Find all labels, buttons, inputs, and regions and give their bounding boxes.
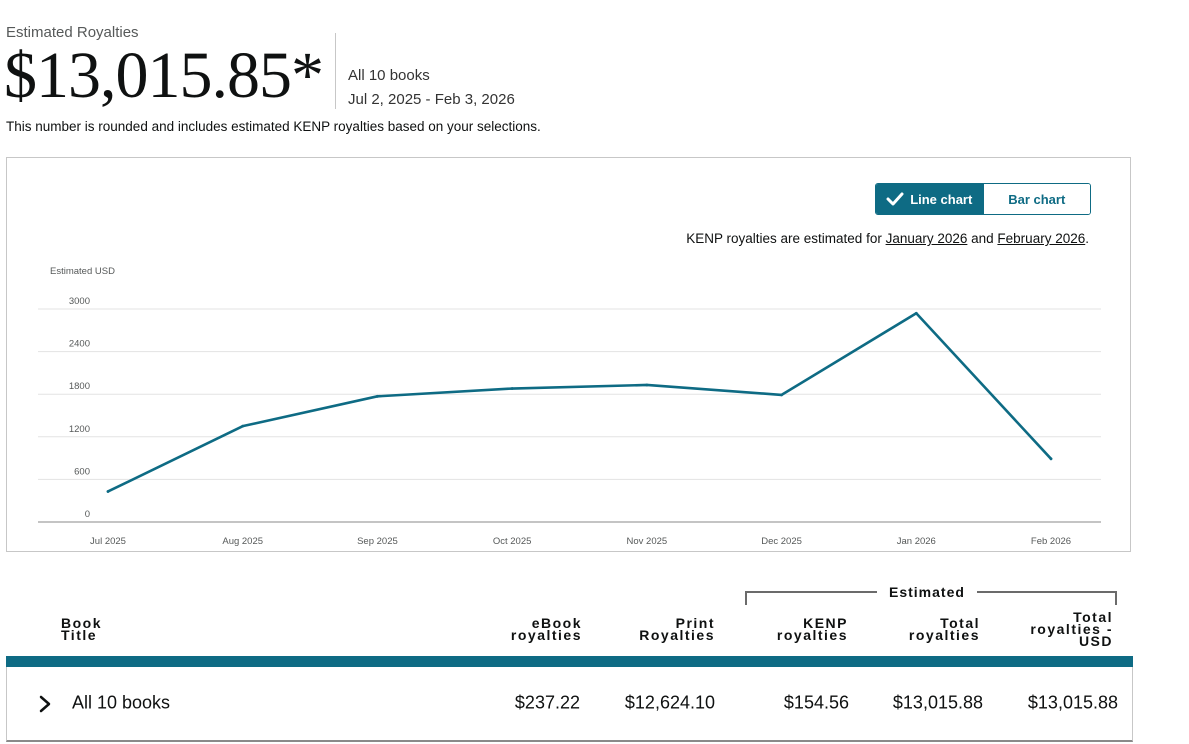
row-book-title: All 10 books — [72, 692, 171, 713]
row-print-royalties: $12,624.10 — [624, 692, 715, 713]
header-usd-line1: Total — [1073, 609, 1113, 625]
data-point — [1049, 457, 1053, 461]
row-kenp-royalties: $154.56 — [783, 692, 849, 713]
y-tick-label: 0 — [85, 509, 90, 520]
chart-type-toggle: Line chart Bar chart — [875, 183, 1091, 215]
line-chart-button[interactable]: Line chart — [876, 184, 983, 214]
kenp-note-middle: and — [967, 231, 998, 246]
bar-chart-label: Bar chart — [1008, 191, 1066, 207]
table-row: All 10 books $237.22 $12,624.10 $154.56 … — [6, 667, 1133, 742]
table-header-bar — [6, 656, 1133, 667]
row-total-royalties-usd: $13,015.88 — [1027, 692, 1118, 713]
estimated-bracket-right-tick — [1115, 591, 1117, 605]
chevron-right-icon[interactable] — [37, 694, 53, 714]
bar-chart-button[interactable]: Bar chart — [982, 184, 1090, 214]
x-tick-label: Oct 2025 — [493, 536, 532, 547]
royalties-line-chart: Estimated USD 0 600 1200 1800 2400 3000 Jul 202… — [38, 266, 1101, 547]
x-tick-label: Jul 2025 — [90, 536, 126, 547]
data-point — [645, 383, 649, 387]
data-point — [106, 490, 110, 493]
header-book-title: Book Title — [61, 615, 102, 643]
royalties-table: Estimated Book Title eBook royalties Pri… — [6, 580, 1133, 742]
data-point — [780, 393, 783, 397]
kenp-note-suffix: . — [1085, 231, 1089, 246]
x-tick-label: Nov 2025 — [627, 536, 668, 547]
header-kenp-royalties: KENP royalties — [776, 615, 848, 643]
header-print-line2: Royalties — [639, 627, 715, 643]
header-ebook-line2: royalties — [510, 627, 582, 643]
x-tick-label: Feb 2026 — [1031, 536, 1071, 547]
date-range: Jul 2, 2025 - Feb 3, 2026 — [348, 91, 515, 108]
y-tick-label: 1200 — [69, 424, 90, 435]
y-tick-label: 3000 — [69, 296, 90, 307]
summary-divider — [335, 33, 336, 109]
header-print-royalties: Print Royalties — [639, 615, 715, 643]
header-kenp-line2: royalties — [776, 627, 848, 643]
y-tick-label: 1800 — [69, 381, 90, 392]
x-tick-label: Dec 2025 — [761, 536, 802, 547]
february-2026-link[interactable]: February 2026 — [997, 231, 1086, 246]
header-ebook-royalties: eBook royalties — [510, 615, 582, 643]
chart-panel: Line chart Bar chart KENP royalties are … — [6, 157, 1131, 552]
data-point — [510, 387, 514, 390]
check-icon — [886, 192, 904, 206]
row-ebook-royalties: $237.22 — [514, 692, 580, 713]
header-ebook-line1: eBook — [531, 615, 582, 631]
estimated-group-label: Estimated — [877, 584, 977, 600]
header-kenp-line1: KENP — [803, 615, 848, 631]
header-book-title-line2: Title — [61, 627, 98, 643]
header-print-line1: Print — [675, 615, 715, 631]
row-total-royalties: $13,015.88 — [892, 692, 983, 713]
summary-label: Estimated Royalties — [6, 24, 139, 41]
rounding-note: This number is rounded and includes esti… — [6, 119, 541, 134]
kenp-note-prefix: KENP royalties are estimated for — [686, 231, 886, 246]
header-total-royalties: Total royalties — [908, 615, 980, 643]
royalties-series-line — [106, 311, 1053, 493]
header-total-line2: royalties — [908, 627, 980, 643]
header-usd-line3: USD — [1078, 633, 1113, 649]
estimated-royalties-amount: $13,015.85* — [4, 39, 324, 112]
line-chart-label: Line chart — [910, 191, 973, 207]
y-tick-label: 2400 — [69, 339, 90, 350]
header-book-title-line1: Book — [61, 615, 102, 631]
y-tick-label: 600 — [74, 466, 90, 477]
kenp-estimate-note: KENP royalties are estimated for January… — [686, 231, 1089, 246]
header-total-line1: Total — [940, 615, 980, 631]
header-total-royalties-usd: Total royalties - USD — [1030, 609, 1113, 649]
x-tick-label: Aug 2025 — [222, 536, 263, 547]
data-point — [914, 311, 918, 315]
books-scope: All 10 books — [348, 67, 430, 84]
data-point — [376, 394, 379, 398]
header-usd-line2: royalties - — [1030, 621, 1113, 637]
x-tick-label: Sep 2025 — [357, 536, 398, 547]
y-axis-label: Estimated USD — [50, 266, 115, 277]
estimated-bracket-left-tick — [745, 591, 747, 605]
x-tick-label: Jan 2026 — [897, 536, 936, 547]
january-2026-link[interactable]: January 2026 — [885, 231, 968, 246]
data-point — [241, 424, 245, 428]
